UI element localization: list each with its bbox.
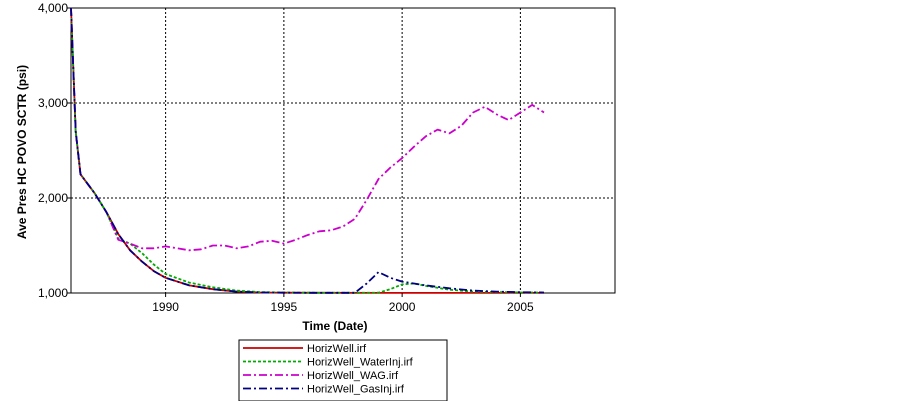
y-tick-label: 4,000: [38, 1, 68, 15]
grid-lines: [71, 8, 615, 293]
legend-label: HorizWell.irf: [307, 343, 367, 355]
legend-label: HorizWell_WAG.irf: [307, 370, 399, 382]
series-layer: [70, 7, 545, 294]
series-line-2: [70, 7, 545, 294]
legend-label: HorizWell_GasInj.irf: [307, 384, 405, 396]
x-axis-ticks: 1990 1995 2000 2005: [152, 293, 534, 314]
y-tick-label: 3,000: [38, 96, 68, 110]
y-axis-title: Ave Pres HC POVO SCTR (psi): [15, 65, 29, 239]
series-line-3: [70, 7, 545, 252]
y-axis-ticks: 1,000 2,000 3,000 4,000: [38, 1, 71, 300]
x-tick-label: 1990: [152, 300, 179, 314]
legend-label: HorizWell_WaterInj.irf: [307, 357, 414, 369]
x-tick-label: 1995: [271, 300, 298, 314]
series-line-1: [70, 7, 544, 294]
legend-box: [238, 339, 448, 401]
legend: HorizWell.irfHorizWell_WaterInj.irfHoriz…: [238, 339, 448, 401]
x-axis-title: Time (Date): [302, 319, 367, 333]
plot-area-frame: [70, 7, 616, 294]
series-line-4: [70, 7, 545, 294]
x-tick-label: 2005: [507, 300, 534, 314]
y-tick-label: 1,000: [38, 286, 68, 300]
y-tick-label: 2,000: [38, 191, 68, 205]
x-tick-label: 2000: [389, 300, 416, 314]
